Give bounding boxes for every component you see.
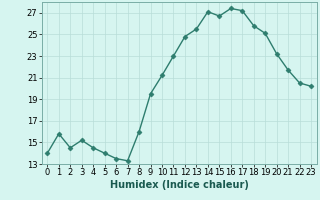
- X-axis label: Humidex (Indice chaleur): Humidex (Indice chaleur): [110, 180, 249, 190]
